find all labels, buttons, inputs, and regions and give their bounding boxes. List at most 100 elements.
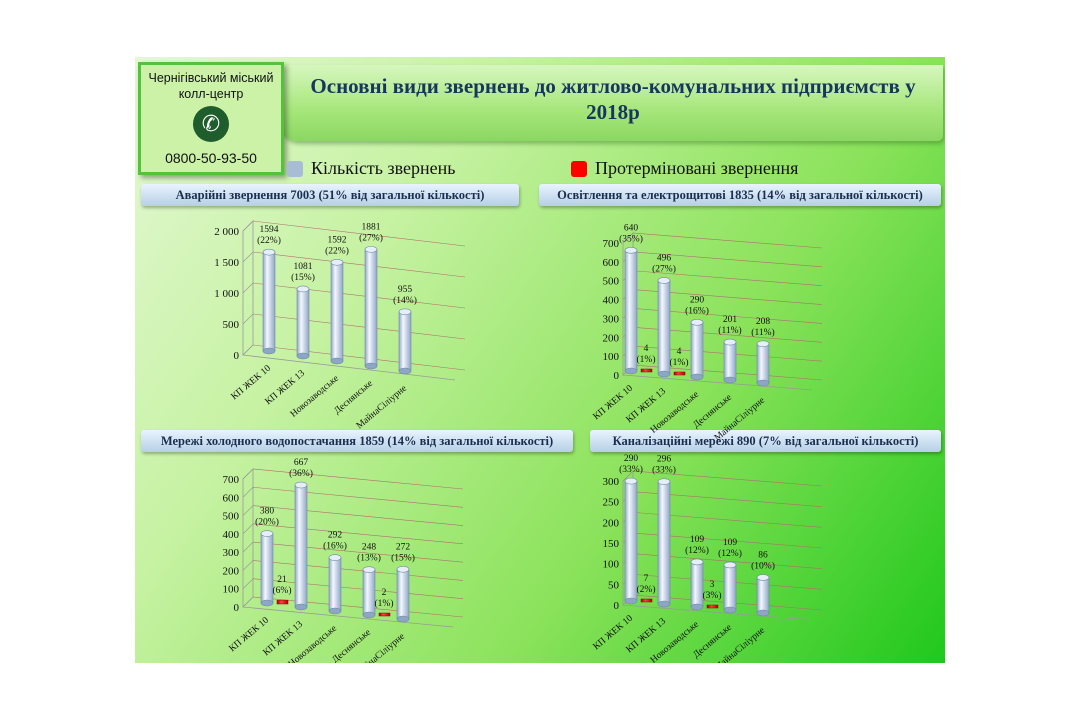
bar-base	[657, 600, 671, 608]
x-tick-label: Деснянське	[333, 379, 375, 417]
overdue-bar	[673, 371, 686, 376]
bar-top	[296, 285, 310, 293]
gridline	[632, 251, 823, 268]
bar-base	[262, 347, 276, 355]
y-tick-label: 300	[603, 313, 620, 325]
y-tick-label: 150	[603, 538, 620, 550]
y-tick-label: 600	[603, 257, 620, 269]
call-center-name: Чернігівський міський колл-центр	[148, 71, 274, 101]
overdue-bar	[706, 604, 719, 609]
bar	[294, 484, 308, 608]
gridline	[252, 505, 464, 526]
bar-top	[398, 308, 412, 316]
bar-top	[328, 554, 342, 561]
y-tick-label: 200	[603, 332, 620, 344]
gridline-side	[242, 505, 254, 516]
bar	[624, 480, 638, 602]
bar-base	[723, 606, 737, 614]
panel-title-1: Аварійні звернення 7003 (51% від загальн…	[141, 184, 519, 206]
bar	[296, 288, 310, 357]
bar-top	[624, 477, 638, 485]
y-tick-label: 400	[603, 295, 620, 307]
bar-top	[624, 247, 638, 254]
y-tick-label: 200	[223, 565, 240, 577]
bar-top	[262, 248, 276, 256]
bar-top	[657, 277, 671, 284]
data-label: 1881 (27%)	[359, 222, 383, 243]
bar-base	[657, 370, 671, 378]
bar	[362, 569, 376, 616]
overdue-bar	[640, 598, 653, 603]
gridline	[632, 470, 823, 487]
data-label: 208 (11%)	[751, 317, 774, 338]
bar	[330, 261, 344, 362]
data-label: 496 (27%)	[652, 253, 676, 274]
bar-top	[690, 558, 704, 566]
data-label: 109 (12%)	[685, 535, 709, 556]
gridline-side	[242, 468, 254, 480]
gridline-side	[242, 220, 254, 232]
y-tick-label: 250	[603, 497, 620, 509]
data-label: 1594 (22%)	[257, 225, 281, 246]
gridline	[252, 523, 464, 545]
overdue-data-label: 21 (6%)	[273, 575, 292, 596]
gridline-side	[242, 541, 254, 553]
gridline-side	[242, 596, 254, 608]
bar	[690, 561, 704, 608]
gridline	[632, 232, 823, 249]
bar	[262, 251, 276, 352]
bar-base	[294, 603, 308, 611]
bar-top	[756, 340, 770, 348]
call-center-phone: 0800-50-93-50	[165, 150, 257, 166]
y-tick-label: 2 000	[214, 226, 239, 238]
legend-item-count: Кількість звернень	[287, 158, 455, 179]
bar	[690, 322, 704, 378]
gridline	[252, 486, 464, 508]
chart-side-wall	[242, 468, 254, 608]
gridline-side	[242, 487, 254, 498]
gridline-side	[242, 313, 254, 325]
data-label: 290 (33%)	[619, 454, 643, 475]
gridline	[252, 313, 466, 340]
panel-title-4: Каналізаційні мережі 890 (7% від загальн…	[590, 430, 941, 452]
bar-top	[723, 561, 737, 569]
bar-top	[690, 319, 704, 326]
bar	[328, 557, 342, 612]
bar-top	[723, 338, 737, 346]
data-label: 86 (10%)	[751, 550, 775, 571]
bar-top	[657, 478, 671, 485]
y-tick-label: 50	[608, 579, 620, 591]
bar	[723, 341, 737, 381]
data-label: 955 (14%)	[393, 285, 417, 306]
y-tick-label: 500	[223, 319, 240, 331]
y-tick-label: 500	[603, 276, 620, 288]
bar-top	[756, 574, 770, 581]
y-tick-label: 0	[234, 350, 240, 362]
bar	[260, 533, 274, 604]
data-label: 640 (35%)	[619, 223, 643, 244]
y-tick-label: 200	[603, 517, 620, 529]
bar-base	[398, 367, 412, 375]
bar	[364, 249, 378, 367]
legend-label-count: Кількість звернень	[311, 158, 456, 178]
gridline	[632, 270, 823, 287]
bar-base	[690, 373, 704, 381]
bar	[756, 577, 770, 614]
bar-base	[396, 615, 410, 623]
page-title: Основні види звернень до житлово-комунал…	[310, 74, 916, 124]
overdue-data-label: 4 (1%)	[670, 347, 689, 368]
title-bar	[279, 65, 943, 141]
gridline	[252, 220, 466, 247]
gridline-side	[242, 560, 254, 571]
bar	[624, 250, 638, 372]
bar-top	[294, 481, 308, 489]
gridline-side	[622, 470, 634, 482]
overdue-data-label: 7 (2%)	[637, 574, 656, 595]
bar-top	[396, 565, 410, 573]
data-label: 296 (33%)	[652, 455, 676, 476]
chart-floor	[622, 374, 813, 391]
